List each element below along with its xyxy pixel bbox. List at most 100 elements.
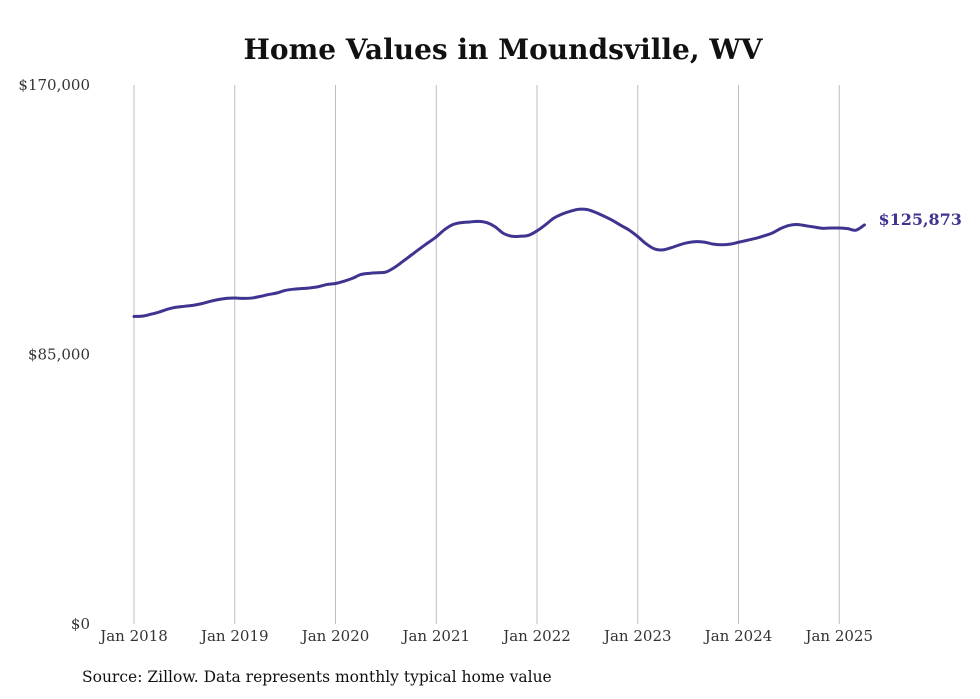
data-point-2019-01 — [233, 296, 236, 300]
data-point-2022-06 — [577, 208, 581, 211]
data-point-2020-11 — [418, 247, 421, 251]
data-point-2021-07 — [485, 221, 488, 224]
data-point-2023-01 — [636, 235, 639, 238]
data-point-2022-09 — [602, 215, 606, 218]
data-point-2020-04 — [359, 273, 362, 276]
data-point-2023-04 — [661, 248, 665, 252]
data-point-2021-03 — [451, 223, 455, 226]
data-point-2018-08 — [191, 304, 194, 307]
data-point-2021-06 — [477, 220, 480, 223]
data-point-2021-01 — [435, 235, 438, 239]
data-point-2023-10 — [712, 242, 715, 246]
x-tick-label: Jan 2024 — [703, 627, 773, 645]
data-point-2020-05 — [367, 272, 371, 275]
data-point-2022-04 — [560, 212, 564, 216]
data-point-2021-04 — [460, 221, 463, 224]
data-point-2018-05 — [166, 307, 169, 311]
y-axis-tick-labels: $170,000 $85,000 $0 — [18, 76, 90, 633]
data-point-2019-02 — [241, 297, 245, 300]
data-point-2021-05 — [468, 220, 472, 224]
data-point-2022-08 — [594, 211, 597, 214]
data-point-2023-12 — [728, 242, 732, 246]
data-point-2018-06 — [174, 306, 178, 309]
data-point-2018-07 — [183, 305, 186, 308]
x-tick-label: Jan 2025 — [803, 627, 873, 645]
data-point-2020-09 — [401, 260, 404, 263]
x-tick-label: Jan 2020 — [300, 627, 370, 645]
data-point-2019-11 — [317, 285, 320, 288]
vertical-gridlines — [133, 85, 840, 624]
data-point-2022-03 — [552, 216, 555, 220]
data-point-2025-03 — [854, 229, 858, 232]
y-tick-label: $170,000 — [18, 76, 90, 94]
x-axis-tick-labels: Jan 2018 Jan 2019 Jan 2020 Jan 2021 Jan 2022… — [98, 627, 873, 645]
data-point-2019-06 — [275, 291, 278, 295]
data-point-2024-10 — [812, 225, 816, 229]
x-tick-label: Jan 2018 — [98, 627, 168, 645]
data-point-2019-05 — [267, 293, 270, 296]
data-point-2022-02 — [544, 223, 547, 227]
data-point-2024-08 — [796, 223, 799, 226]
data-point-2024-01 — [737, 241, 740, 244]
data-point-2025-02 — [846, 227, 849, 230]
data-point-2019-12 — [325, 283, 329, 286]
data-point-2020-08 — [393, 266, 396, 269]
data-point-2019-04 — [258, 295, 262, 298]
x-tick-label: Jan 2022 — [501, 627, 571, 645]
data-point-2025-01 — [838, 226, 841, 230]
data-point-2024-06 — [779, 227, 782, 230]
data-point-2019-10 — [309, 286, 312, 290]
data-point-2020-10 — [409, 254, 413, 257]
source-note: Source: Zillow. Data represents monthly … — [82, 668, 552, 686]
data-point-2020-01 — [334, 282, 337, 285]
data-point-2018-04 — [157, 310, 161, 314]
data-point-2024-03 — [754, 237, 757, 240]
data-point-2021-02 — [443, 228, 446, 231]
y-tick-label: $0 — [71, 615, 90, 633]
chart-title: Home Values in Moundsville, WV — [243, 33, 763, 66]
data-point-2020-12 — [426, 241, 430, 245]
data-point-2020-06 — [376, 271, 379, 274]
x-tick-label: Jan 2023 — [602, 627, 672, 645]
data-point-2019-08 — [292, 287, 295, 291]
data-point-2023-03 — [653, 247, 656, 251]
data-point-2024-04 — [762, 234, 765, 238]
data-point-2024-02 — [745, 239, 749, 242]
data-point-2023-06 — [678, 243, 681, 246]
data-point-2019-09 — [300, 287, 304, 290]
data-point-2023-07 — [686, 241, 690, 244]
home-value-line — [132, 207, 866, 318]
data-point-2022-05 — [569, 209, 572, 213]
home-value-points — [132, 208, 866, 318]
data-point-2022-12 — [628, 229, 631, 232]
data-point-2025-04 — [863, 223, 866, 227]
data-point-2018-11 — [216, 298, 220, 301]
data-point-2024-12 — [829, 226, 833, 230]
data-point-2021-10 — [510, 235, 514, 238]
data-point-2024-05 — [770, 231, 774, 235]
data-point-2020-02 — [342, 280, 346, 283]
y-tick-label: $85,000 — [28, 346, 90, 364]
data-point-2019-07 — [283, 289, 287, 292]
data-point-2021-12 — [527, 234, 530, 237]
data-point-2018-01 — [132, 315, 136, 318]
data-point-2020-07 — [384, 270, 388, 274]
data-point-2023-08 — [695, 240, 698, 243]
data-point-2022-10 — [611, 219, 614, 222]
data-point-2024-09 — [804, 224, 807, 227]
x-tick-label: Jan 2021 — [400, 627, 470, 645]
data-point-2021-09 — [502, 232, 505, 235]
data-point-2024-07 — [787, 224, 791, 227]
data-point-2020-03 — [351, 277, 354, 280]
data-point-2023-11 — [720, 243, 723, 246]
x-tick-label: Jan 2019 — [199, 627, 269, 645]
data-point-2018-02 — [141, 314, 144, 318]
data-point-2022-11 — [619, 224, 623, 227]
data-point-2023-05 — [670, 246, 673, 249]
data-point-2023-02 — [644, 242, 648, 246]
data-point-2018-10 — [208, 300, 211, 303]
data-point-2023-09 — [703, 241, 707, 244]
data-point-2021-11 — [519, 235, 522, 238]
data-point-2018-03 — [149, 313, 152, 316]
